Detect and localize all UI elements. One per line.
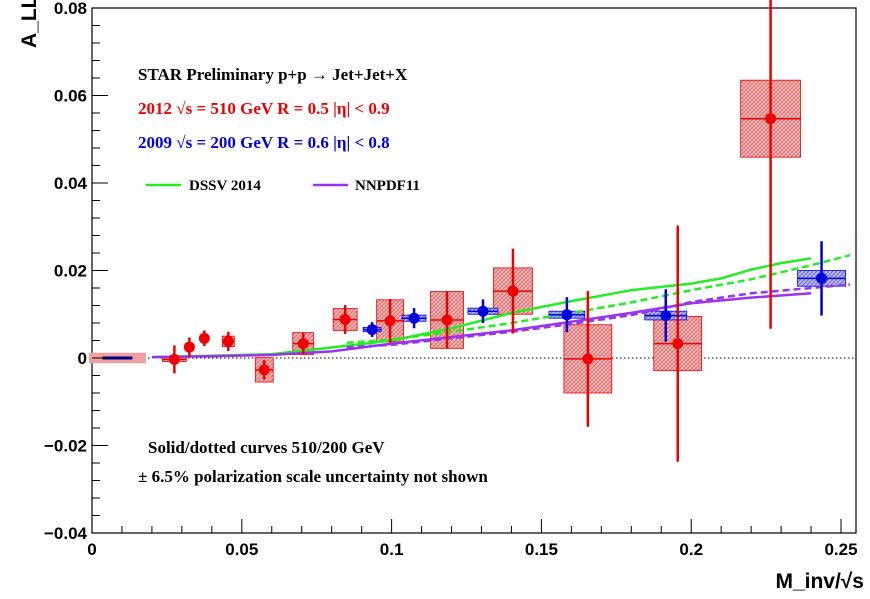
x-tick-label: 0.2 xyxy=(679,540,703,559)
y-axis-title: A_LL xyxy=(18,0,41,48)
data-point xyxy=(660,310,672,322)
x-tick-label: 0.25 xyxy=(824,540,857,559)
x-tick-label: 0.05 xyxy=(225,540,258,559)
annotation-2009: 2009 √s = 200 GeV R = 0.6 |η| < 0.8 xyxy=(138,133,390,152)
theory-curve-solid xyxy=(151,292,812,359)
data-points xyxy=(162,0,846,462)
data-point xyxy=(672,338,684,350)
data-point xyxy=(441,314,453,326)
y-tick-label: 0.02 xyxy=(54,262,87,281)
x-tick-label: 0 xyxy=(87,540,96,559)
data-point xyxy=(258,364,270,376)
theory-curve-dashed xyxy=(346,253,851,344)
x-axis-title: M_inv/√s xyxy=(775,570,864,593)
y-tick-label: −0.02 xyxy=(44,437,87,456)
data-point xyxy=(339,314,351,325)
legend-label-dssv: DSSV 2014 xyxy=(189,178,261,194)
legend-label-nnpdf: NNPDF11 xyxy=(355,178,420,194)
annotation-title: STAR Preliminary p+p → Jet+Jet+X xyxy=(138,65,408,84)
y-tick-label: 0 xyxy=(78,349,87,368)
annotation-2012: 2012 √s = 510 GeV R = 0.5 |η| < 0.9 xyxy=(138,99,390,118)
y-tick-label: 0.04 xyxy=(54,174,88,193)
data-point xyxy=(297,338,309,350)
x-tick-label: 0.1 xyxy=(380,540,404,559)
x-tick-label: 0.15 xyxy=(525,540,558,559)
data-point xyxy=(816,272,828,284)
y-tick-label: 0.08 xyxy=(54,0,87,18)
data-point xyxy=(222,335,234,347)
data-point xyxy=(198,332,210,344)
y-tick-label: 0.06 xyxy=(54,87,87,106)
systematic-boxes xyxy=(89,79,846,394)
data-point xyxy=(765,113,777,125)
legend: DSSV 2014 NNPDF11 xyxy=(146,178,420,194)
data-point xyxy=(477,305,489,317)
data-point xyxy=(582,353,594,365)
data-point xyxy=(561,309,573,321)
data-point xyxy=(168,353,180,365)
theory-curve-dashed xyxy=(346,283,851,349)
theory-curves xyxy=(151,253,851,359)
data-point xyxy=(183,341,195,353)
annotations: STAR Preliminary p+p → Jet+Jet+X 2012 √s… xyxy=(138,65,488,486)
y-tick-label: −0.04 xyxy=(44,524,88,543)
data-point xyxy=(408,312,420,324)
theory-curve-solid xyxy=(151,257,812,359)
annotation-curves: Solid/dotted curves 510/200 GeV xyxy=(148,438,385,457)
x-axis-ticks: 0 0.05 0.1 0.15 0.2 0.25 xyxy=(87,519,858,559)
data-point xyxy=(366,324,378,336)
data-point xyxy=(507,285,519,297)
data-point xyxy=(384,315,396,327)
y-axis-ticks: −0.04 −0.02 0 0.02 0.04 0.06 0.08 xyxy=(44,0,108,543)
annotation-polarization: ± 6.5% polarization scale uncertainty no… xyxy=(138,467,488,486)
